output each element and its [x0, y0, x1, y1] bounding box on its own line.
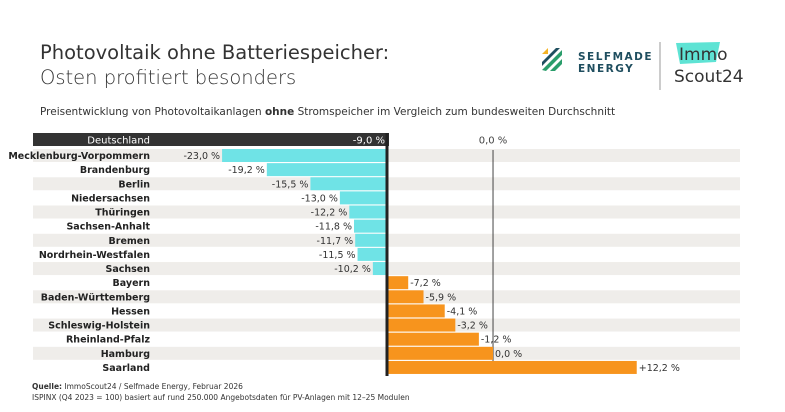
reference-row: [33, 133, 389, 146]
energy-text: ENERGY: [578, 63, 634, 75]
source-line: Quelle: ImmoScout24 / Selfmade Energy, F…: [32, 382, 243, 391]
data-label: -3,2 %: [457, 321, 488, 332]
bar: [387, 304, 445, 318]
reference-value-label: -9,0 %: [353, 136, 385, 147]
immoscout24-logo: Immo Scout24: [674, 42, 744, 87]
chart-title: Photovoltaik ohne Batteriespeicher:: [40, 41, 390, 64]
category-label: Niedersachsen: [71, 193, 150, 204]
category-label: Nordrhein-Westfalen: [39, 250, 150, 261]
selfmade-text: SELFMADE: [578, 51, 653, 63]
category-label: Rheinland-Pfalz: [66, 335, 150, 346]
bar-chart: Deutschland -9,0 % 0,0 % Mecklenburg-Vorpom…: [8, 133, 740, 376]
category-label: Bayern: [113, 278, 151, 289]
bar: [222, 149, 387, 162]
desc-bold: ohne: [264, 106, 295, 118]
data-label: -23,0 %: [183, 151, 220, 162]
category-label: Berlin: [118, 179, 150, 190]
logos: SELFMADE ENERGY Immo Scout24: [542, 42, 744, 90]
category-label: Schleswig-Holstein: [48, 321, 150, 332]
data-label: -12,2 %: [311, 208, 348, 219]
bar: [387, 346, 494, 360]
category-label: Sachsen-Anhalt: [66, 222, 150, 233]
zero-label: 0,0 %: [479, 136, 508, 147]
category-label: Mecklenburg-Vorpommern: [8, 151, 150, 162]
data-label: -7,2 %: [410, 278, 441, 289]
category-label: Saarland: [102, 363, 150, 374]
category-label: Hessen: [111, 306, 150, 317]
category-label: Baden-Württemberg: [41, 292, 150, 303]
bar: [339, 191, 387, 205]
methodology-note: ISPINX (Q4 2023 = 100) basiert auf rund …: [32, 393, 410, 402]
data-label: -10,2 %: [334, 264, 371, 275]
bar: [387, 360, 637, 374]
chart-description: Preisentwicklung von Photovoltaikanlagen…: [40, 106, 615, 118]
bar: [387, 290, 424, 304]
data-label: -13,0 %: [301, 193, 338, 204]
chart-subtitle: Osten profitiert besonders: [40, 66, 297, 89]
desc-pre: Preisentwicklung von Photovoltaikanlagen: [40, 106, 265, 118]
data-label: -19,2 %: [228, 165, 265, 176]
bar: [354, 219, 387, 233]
data-label: -11,7 %: [317, 236, 354, 247]
reference-label: Deutschland: [87, 136, 150, 147]
selfmade-energy-logo: SELFMADE ENERGY: [542, 48, 653, 75]
data-label: -11,5 %: [319, 250, 356, 261]
category-label: Brandenburg: [80, 165, 150, 176]
bar: [349, 205, 387, 219]
bar: [266, 163, 387, 177]
bar: [310, 177, 387, 191]
bar: [387, 332, 479, 346]
category-label: Thüringen: [95, 208, 150, 219]
bar: [357, 247, 387, 261]
data-label: 0,0 %: [495, 349, 522, 360]
category-label: Bremen: [109, 236, 151, 247]
data-label: -5,9 %: [426, 292, 457, 303]
data-label: -4,1 %: [447, 306, 478, 317]
category-label: Hamburg: [101, 349, 150, 360]
data-label: -15,5 %: [272, 179, 309, 190]
data-label: +12,2 %: [639, 363, 680, 374]
bar: [387, 276, 409, 290]
bar: [355, 233, 387, 247]
data-label: -1,2 %: [481, 335, 512, 346]
scout-text: Scout24: [674, 67, 744, 87]
desc-post: Stromspeicher im Vergleich zum bundeswei…: [294, 106, 616, 118]
immo-text: Immo: [679, 45, 728, 65]
source-text: ImmoScout24 / Selfmade Energy, Februar 2…: [62, 382, 243, 391]
category-label: Sachsen: [105, 264, 150, 275]
bar: [372, 262, 387, 276]
source-label: Quelle:: [32, 382, 63, 391]
bar: [387, 318, 456, 332]
data-label: -11,8 %: [315, 222, 352, 233]
